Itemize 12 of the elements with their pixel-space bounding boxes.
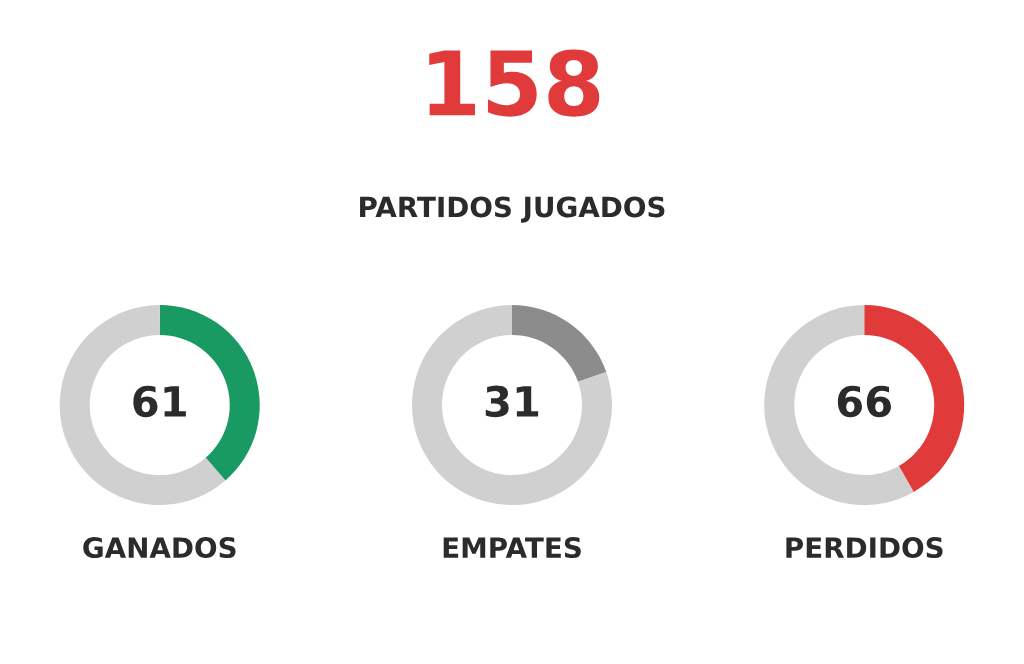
text: PERDIDOS [786, 537, 943, 559]
text: 158 [429, 49, 600, 117]
donut-slice [412, 305, 612, 506]
text: EMPATES [443, 537, 581, 559]
data-label: 61 [133, 385, 186, 418]
text: PARTIDOS JUGADOS [360, 196, 665, 223]
text: GANADOS [83, 537, 236, 559]
data-label: 66 [837, 385, 892, 418]
donut-slice [512, 305, 607, 382]
donut-slice [764, 305, 914, 506]
donut-slice [59, 305, 226, 506]
data-label: 31 [485, 385, 539, 418]
